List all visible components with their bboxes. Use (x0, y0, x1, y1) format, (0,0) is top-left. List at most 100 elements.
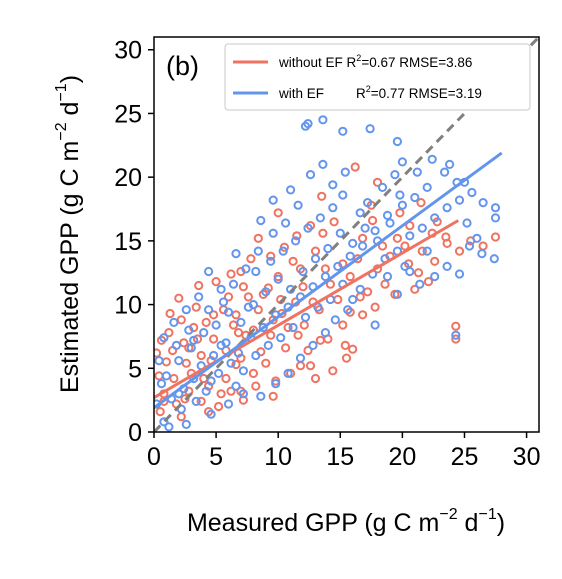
data-point-without-ef (288, 256, 298, 266)
data-point-without-ef (226, 269, 236, 279)
data-point-with-ef (412, 167, 422, 177)
x-tick-label: 5 (209, 443, 223, 471)
data-point-with-ef (204, 305, 214, 315)
data-point-with-ef (181, 419, 191, 429)
data-point-with-ef (174, 356, 184, 366)
data-point-with-ef (489, 254, 499, 264)
data-point-without-ef (231, 359, 241, 370)
data-point-with-ef (268, 228, 278, 238)
data-point-without-ef (238, 282, 248, 292)
y-tick-label: 5 (128, 355, 142, 383)
data-point-with-ef (258, 322, 268, 333)
data-point-without-ef (413, 268, 424, 278)
data-point-without-ef (191, 302, 201, 312)
data-point-without-ef (305, 361, 316, 371)
data-point-with-ef (360, 223, 370, 233)
data-point-with-ef (315, 213, 325, 223)
data-point-without-ef (299, 320, 309, 330)
data-point-with-ef (338, 126, 348, 136)
data-point-without-ef (253, 305, 263, 315)
data-point-with-ef (295, 353, 306, 363)
data-point-with-ef (330, 315, 340, 325)
data-point-without-ef (372, 177, 383, 187)
data-point-with-ef (216, 340, 226, 350)
data-point-with-ef (451, 330, 461, 340)
data-point-with-ef (184, 325, 194, 335)
data-point-without-ef (176, 315, 186, 325)
data-point-with-ef (211, 320, 221, 330)
data-point-with-ef (410, 192, 420, 203)
data-point-without-ef (154, 348, 162, 358)
data-point-without-ef (395, 208, 405, 218)
data-point-with-ef (293, 200, 303, 210)
data-point-with-ef (268, 195, 278, 205)
one-to-one-line (154, 37, 539, 432)
data-point-without-ef (310, 246, 321, 256)
data-point-without-ef (318, 228, 328, 238)
data-point-without-ef (283, 322, 293, 333)
data-point-with-ef (422, 246, 432, 256)
data-point-with-ef (377, 182, 388, 192)
data-point-with-ef (291, 236, 301, 246)
data-point-with-ef (169, 317, 179, 327)
data-point-without-ef (196, 350, 206, 361)
data-point-with-ef (400, 261, 410, 271)
data-point-without-ef (478, 241, 488, 251)
data-point-without-ef (340, 340, 350, 350)
data-point-with-ef (340, 167, 350, 177)
fit-line-without-ef (154, 219, 460, 399)
data-point-without-ef (228, 320, 239, 330)
data-point-without-ef (176, 412, 186, 422)
data-point-without-ef (251, 381, 261, 391)
data-point-with-ef (333, 261, 343, 271)
data-point-without-ef (355, 292, 365, 302)
data-point-with-ef (328, 180, 338, 190)
data-point-with-ef (273, 274, 283, 284)
data-point-with-ef (355, 284, 365, 294)
data-point-with-ef (417, 223, 427, 233)
legend-entry-without-ef: without EF R2=0.67 RMSE=3.86 (278, 53, 472, 70)
data-point-with-ef (370, 320, 380, 330)
data-point-with-ef (228, 279, 239, 289)
data-point-with-ef (467, 187, 477, 198)
data-point-with-ef (298, 266, 308, 277)
data-point-without-ef (451, 334, 461, 344)
data-point-without-ef (293, 330, 303, 340)
y-tick-label: 10 (114, 292, 142, 320)
data-point-without-ef (253, 233, 263, 243)
data-point-with-ef (397, 157, 407, 167)
data-point-with-ef (261, 287, 271, 297)
data-point-without-ef (320, 264, 330, 274)
data-point-without-ef (209, 310, 219, 320)
data-point-with-ef (382, 210, 393, 220)
data-point-with-ef (477, 249, 487, 259)
data-point-with-ef (241, 264, 251, 274)
data-point-without-ef (295, 361, 306, 371)
data-point-with-ef (348, 294, 358, 305)
data-point-with-ef (164, 422, 174, 432)
data-point-without-ef (423, 277, 434, 287)
data-point-without-ef (328, 366, 338, 376)
data-point-with-ef (385, 218, 395, 228)
data-point-with-ef (392, 136, 402, 147)
data-point-without-ef (377, 241, 388, 251)
data-point-with-ef (358, 241, 368, 251)
y-tick-label: 20 (114, 164, 142, 192)
data-point-without-ef (179, 338, 189, 348)
data-point-without-ef (214, 401, 224, 412)
data-point-with-ef (161, 371, 171, 381)
data-point-with-ef (392, 289, 402, 299)
data-point-without-ef (180, 394, 190, 404)
data-point-with-ef (189, 335, 199, 345)
data-point-with-ef (422, 182, 432, 192)
data-point-with-ef (345, 251, 355, 261)
y-axis-ticks: 0 5 10 15 20 25 30 (114, 37, 154, 447)
data-point-with-ef (276, 333, 286, 343)
data-point-with-ef (440, 167, 450, 177)
data-point-with-ef (251, 350, 261, 361)
data-point-without-ef (201, 317, 211, 327)
data-point-without-ef (310, 373, 321, 384)
data-point-without-ef (261, 358, 271, 368)
data-point-with-ef (266, 256, 276, 266)
data-point-with-ef (236, 317, 246, 327)
